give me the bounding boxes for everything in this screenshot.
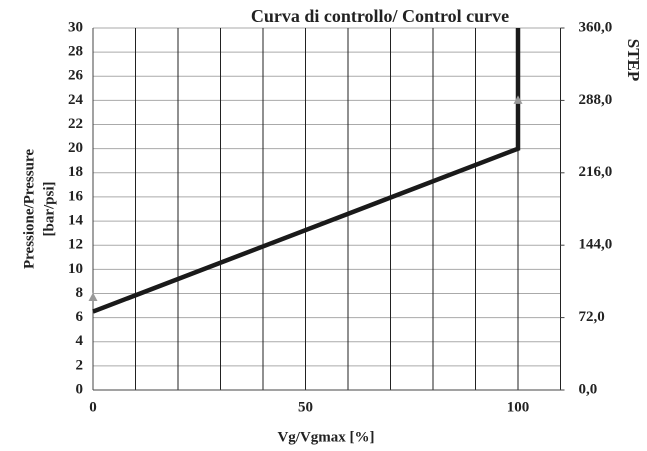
y2-tick-label: 288,0 [579,92,613,108]
y2-tick-label: 360,0 [579,19,613,35]
y-tick-label: 16 [68,188,84,204]
y-tick-label: 28 [68,44,83,60]
y-tick-label: 8 [76,285,84,301]
y-tick-label: 26 [68,68,84,84]
y2-axis-label: STEP [624,39,643,82]
y-tick-label: 14 [68,213,84,229]
y-tick-label: 22 [68,116,83,132]
chart-title: Curva di controllo/ Control curve [251,6,509,26]
y-tick-label: 0 [76,381,84,397]
y-axis-label: Pressione/Pressure [21,149,37,269]
data-line [92,28,521,314]
y2-tick-label: 0,0 [579,381,598,397]
y-tick-label: 2 [76,357,84,373]
y-tick-label: 18 [68,164,83,180]
y2-tick-label: 144,0 [579,237,613,253]
x-axis-label: Vg/Vgmax [%] [277,429,374,445]
y-tick-label: 20 [68,140,83,156]
y-tick-label: 10 [68,261,83,277]
y-tick-label: 6 [76,309,84,325]
x-tick-label: 0 [89,399,97,415]
y-axis-label: [bar/psi] [41,181,57,236]
y2-tick-label: 216,0 [579,164,613,180]
marker [88,292,98,301]
x-tick-label: 50 [298,399,313,415]
y-tick-label: 12 [68,237,83,253]
y2-tick-label: 72,0 [579,309,605,325]
x-tick-label: 100 [507,399,530,415]
y-tick-label: 30 [68,19,83,35]
y-tick-label: 4 [76,333,84,349]
y-tick-label: 24 [68,92,84,108]
marker [513,95,523,104]
